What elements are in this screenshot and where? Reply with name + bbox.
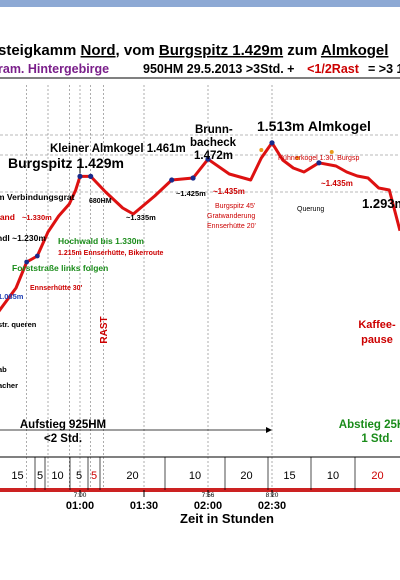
waypoint-marker: [24, 259, 30, 265]
label-kleiner-almkogel: Kleiner Almkogel 1.461m: [50, 143, 186, 155]
segment-duration: 10: [189, 470, 201, 482]
segment-duration: 15: [283, 470, 295, 482]
x-tick-label: 02:30: [258, 500, 286, 512]
sun-marker: [329, 150, 334, 154]
top-color-bar: [0, 0, 400, 7]
waypoint-marker: [205, 156, 211, 162]
segment-duration: 10: [51, 470, 63, 482]
label-hochwald: Hochwald bis 1.330m: [58, 236, 144, 246]
segment-duration: 20: [240, 470, 252, 482]
sun-marker: [259, 148, 264, 152]
label-1335m: ~1.335m: [126, 213, 156, 222]
label-ndl: ndl ~1.230m: [0, 233, 46, 243]
label-acher: acher: [0, 381, 18, 390]
grid-lines: [0, 85, 400, 490]
segment-duration: 5: [91, 470, 97, 482]
label-680hm: 680HM: [89, 198, 112, 205]
label-1435m-b: ~1.435m: [321, 179, 353, 188]
label-burgspitz: Burgspitz 1.429m: [8, 155, 124, 171]
label-burgspitz-45: Burgspitz 45': [215, 203, 255, 210]
label-rast: RAST: [99, 316, 110, 343]
waypoint-marker: [269, 140, 275, 146]
chart-title: steigkamm Nord, vom Burgspitz 1.429m zum…: [0, 42, 388, 59]
clock-time-label: 7:00: [74, 492, 87, 499]
subtitle-region: ram. Hintergebirge: [0, 62, 109, 76]
label-1435m-a: ~1.435m: [213, 187, 245, 196]
label-kaffee: Kaffee-: [358, 319, 396, 331]
aufstieg-arrow-head: [266, 427, 272, 433]
label-brunnbacheck-2: bacheck: [190, 137, 237, 149]
label-gratwanderung: Gratwanderung: [207, 213, 255, 220]
label-almkogel: 1.513m Almkogel: [257, 118, 371, 134]
label-aufstieg: Aufstieg 925HM: [20, 419, 106, 431]
label-1425m: ~1.425m: [176, 189, 206, 198]
segment-duration: 10: [327, 470, 339, 482]
label-ennserhuette-bikerroute: 1.215m Ennserhütte, Bikerroute: [58, 250, 164, 257]
subtitle-end: = >3 1/: [368, 62, 400, 76]
label-ennserhuette-20: Ennserhütte 20': [207, 223, 256, 230]
elevation-profile: [0, 140, 400, 313]
x-tick-label: 01:30: [130, 500, 158, 512]
segment-duration: 20: [126, 470, 138, 482]
waypoint-marker: [190, 175, 196, 181]
label-ennserhuette-30: Ennserhütte 30': [30, 285, 83, 292]
annotations: Burgspitz 1.429m Kleiner Almkogel 1.461m…: [0, 118, 400, 445]
segment-duration: 15: [11, 470, 23, 482]
label-pause: pause: [361, 334, 393, 346]
x-axis-title: Zeit in Stunden: [180, 511, 274, 526]
subtitle-stats: 950HM 29.5.2013 >3Std. +: [143, 62, 294, 76]
label-forststrasse: Forststraße links folgen: [12, 263, 108, 273]
waypoint-marker: [88, 173, 94, 179]
label-aufstieg-time: <2 Std.: [44, 433, 82, 445]
waypoint-marker: [169, 177, 175, 183]
waypoint-marker: [77, 173, 83, 179]
label-stand-alt: ~1.330m: [22, 213, 52, 222]
label-abstieg-time: 1 Std.: [361, 433, 392, 445]
label-ab: ab: [0, 365, 7, 374]
x-tick-label: 02:00: [194, 500, 222, 512]
segment-duration: 5: [37, 470, 43, 482]
segment-duration: 20: [371, 470, 383, 482]
label-1085m: 1.085m: [0, 292, 24, 301]
label-verbindungsgrat: m Verbindungsgrat: [0, 192, 75, 202]
x-tick-label: 01:00: [66, 500, 94, 512]
segment-duration: 5: [76, 470, 82, 482]
waypoint-marker: [34, 253, 40, 259]
label-querung: Querung: [297, 206, 324, 213]
profile-line: [0, 141, 400, 313]
label-huehnerkogel: Hühnerkogel 1:30, Burgsp: [278, 155, 359, 162]
subtitle-rast: <1/2Rast: [307, 62, 360, 76]
clock-time-label: 8:20: [266, 492, 279, 499]
sun-marker: [295, 156, 300, 160]
label-brunnbacheck-1: Brunn-: [195, 124, 233, 136]
label-abstieg: Abstieg 25H: [339, 419, 400, 431]
clock-time-label: 7:56: [202, 492, 215, 499]
label-str-queren: str. queren: [0, 320, 37, 329]
waypoint-marker: [316, 160, 322, 166]
label-brunnbacheck-3: 1.472m: [194, 150, 233, 162]
